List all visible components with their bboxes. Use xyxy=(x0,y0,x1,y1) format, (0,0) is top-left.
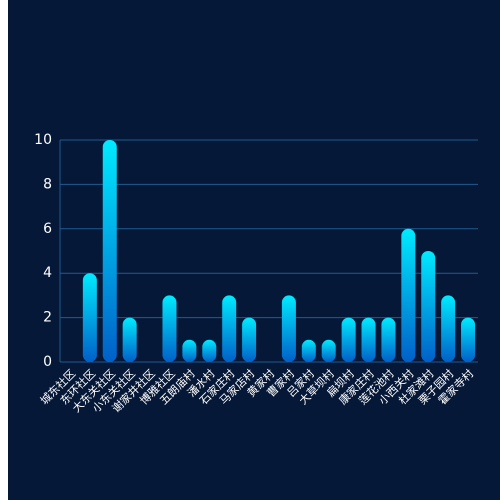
bar xyxy=(341,317,356,362)
y-tick-label: 10 xyxy=(34,132,52,148)
y-tick-label: 4 xyxy=(43,265,52,281)
bar xyxy=(361,317,376,362)
bar xyxy=(202,339,217,362)
bar xyxy=(182,339,197,362)
background xyxy=(8,0,500,500)
bar xyxy=(242,317,257,362)
bar xyxy=(301,339,316,362)
bar xyxy=(381,317,396,362)
bar xyxy=(441,295,456,362)
bar xyxy=(321,339,336,362)
bar xyxy=(461,317,476,362)
bar xyxy=(122,317,137,362)
bar xyxy=(421,251,436,362)
bar xyxy=(82,273,97,362)
bar xyxy=(102,140,117,362)
y-tick-label: 0 xyxy=(43,354,52,370)
y-tick-label: 2 xyxy=(43,310,52,326)
bar xyxy=(281,295,296,362)
bar xyxy=(222,295,237,362)
y-tick-label: 6 xyxy=(43,221,52,237)
bar xyxy=(401,228,416,362)
bar xyxy=(162,295,177,362)
y-tick-label: 8 xyxy=(43,176,52,192)
